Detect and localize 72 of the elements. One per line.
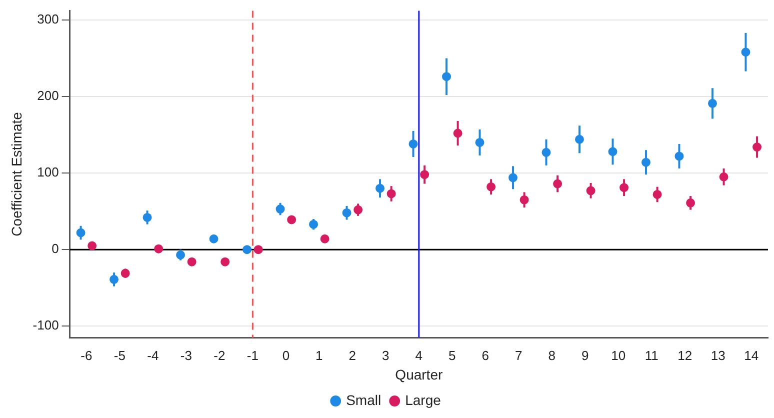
point [674,152,684,161]
point [486,182,496,192]
y-tick-label: -100 [32,318,59,333]
point [608,147,618,156]
x-tick-label: 11 [644,348,658,363]
x-tick-label: 10 [611,348,626,363]
x-tick-label: 6 [482,348,490,363]
point [620,183,629,192]
x-tick-label: 3 [382,348,390,363]
point [553,179,562,188]
x-tick-label: 5 [448,348,456,363]
point [641,158,650,167]
point [542,148,551,157]
x-tick-label: 2 [348,348,356,363]
point [242,245,252,254]
point [652,190,662,199]
point [88,241,97,250]
point [376,184,385,193]
point [209,234,218,244]
point [586,186,596,196]
x-tick-label: 0 [282,348,290,363]
x-tick-label: 4 [415,348,423,363]
point [342,208,352,218]
point [719,172,728,182]
y-tick-label: 100 [37,164,59,180]
x-tick-label: 7 [515,348,522,363]
point [574,134,584,144]
x-tick-label: -4 [147,348,159,363]
point [475,138,484,147]
x-tick-label: 12 [678,348,692,363]
point [254,245,263,254]
x-tick-label: 9 [582,348,589,363]
point [408,139,418,148]
point [120,268,130,278]
x-tick-label: -3 [180,348,192,363]
x-axis-title: Quarter [395,366,443,382]
point [142,212,152,222]
x-tick-label: 14 [744,348,759,363]
point [453,128,462,138]
point [276,204,285,214]
y-tick-label: 300 [37,12,59,27]
point [309,220,318,229]
y-axis-title: Coefficient Estimate [8,112,24,236]
legend-label: Small [346,392,382,408]
point [176,250,186,260]
point [76,228,86,238]
point [320,234,330,244]
x-tick-label: -1 [246,348,258,363]
x-tick-label: 1 [316,348,323,363]
point [508,173,518,182]
x-tick-label: 13 [710,348,726,363]
point [154,244,164,254]
legend-label: Large [405,392,442,408]
x-tick-label: 8 [548,348,556,363]
point [520,195,529,204]
point [220,257,230,266]
point [287,215,296,224]
point [752,142,762,152]
x-tick-label: -5 [114,348,126,363]
point [708,98,717,108]
y-tick-label: 200 [37,88,59,104]
point [386,189,396,198]
x-tick-label: -2 [214,348,226,363]
point [187,257,196,266]
y-tick-label: 0 [52,241,59,256]
point [442,72,452,82]
x-tick-label: -6 [80,348,92,363]
point [686,198,696,208]
point [420,170,430,180]
point [110,274,119,284]
point [741,48,750,57]
point [354,205,363,214]
